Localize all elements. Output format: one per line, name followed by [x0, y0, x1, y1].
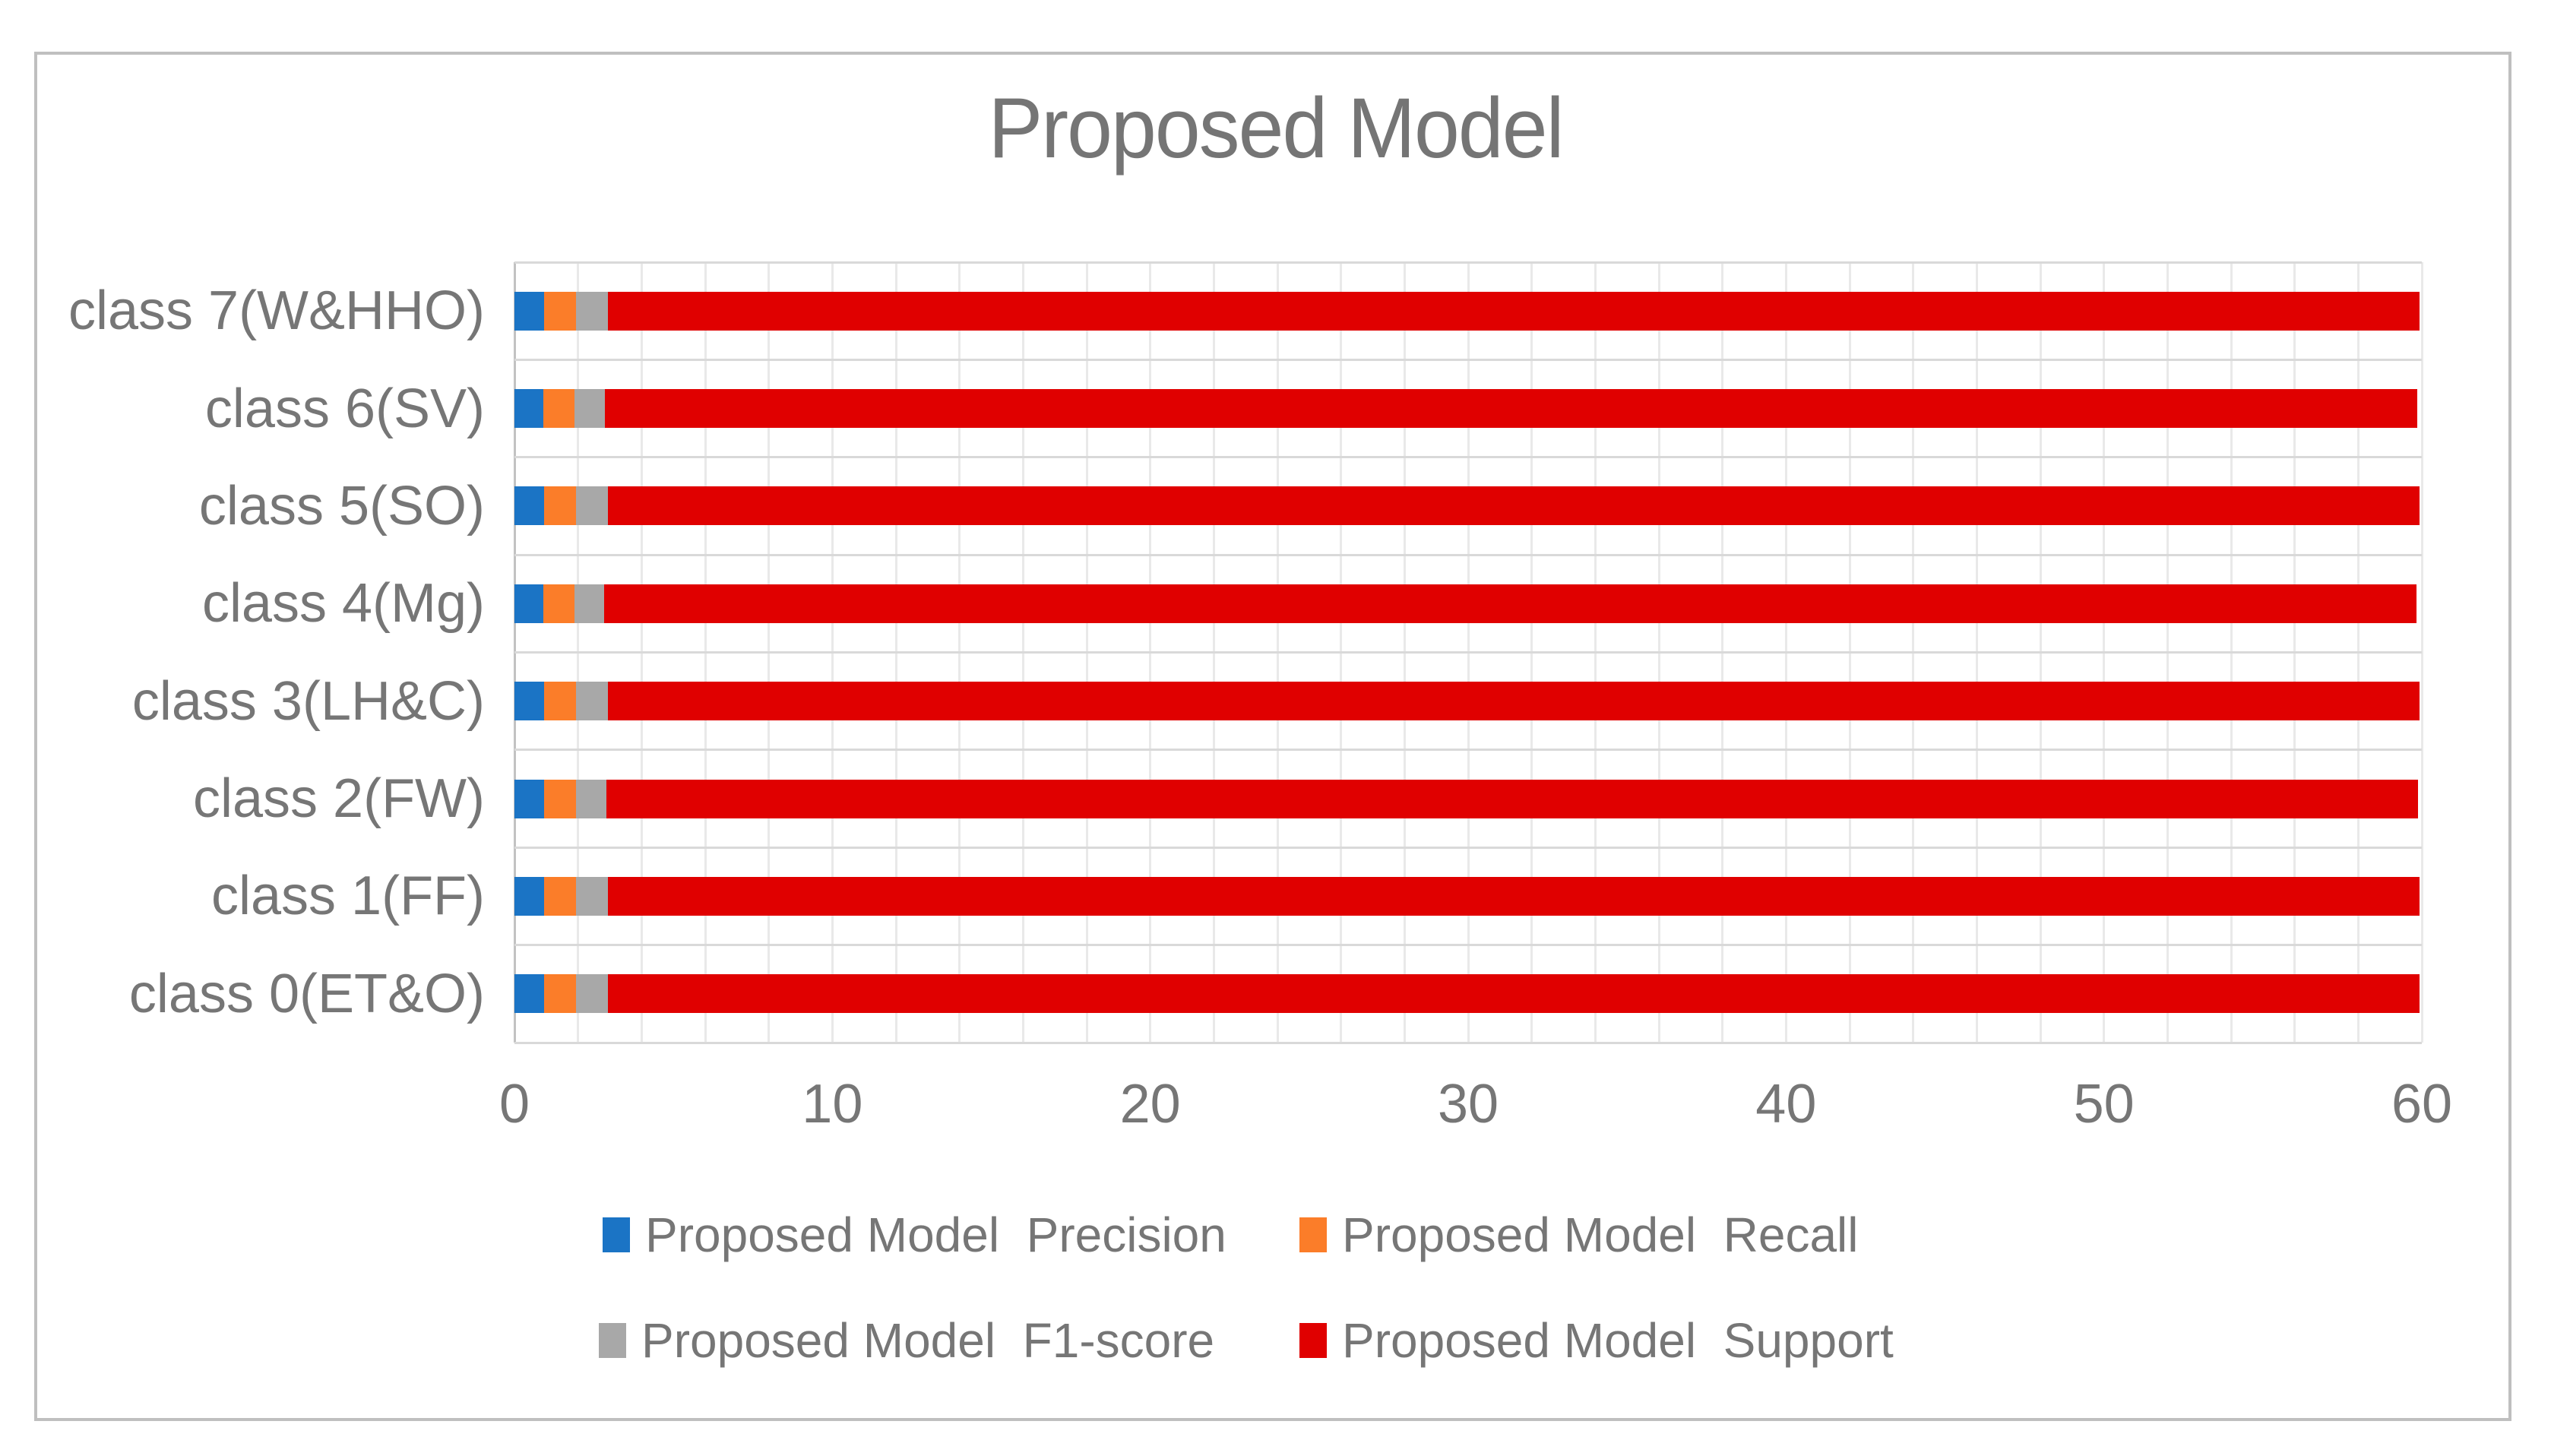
legend-item: Proposed Model Precision [603, 1207, 1226, 1263]
bar-segment-support [606, 779, 2419, 818]
category-label: class 5(SO) [198, 475, 485, 537]
plot-area [513, 261, 2423, 1044]
bar-segment-f1 [574, 584, 605, 623]
category-label: class 6(SV) [204, 378, 485, 439]
bar-segment-recall [543, 486, 576, 526]
bar-segment-f1 [575, 291, 608, 331]
legend-swatch-support [1299, 1323, 1327, 1358]
horizontal-gridline [514, 456, 2422, 459]
horizontal-gridline [514, 1041, 2422, 1044]
vertical-gridline [2420, 262, 2423, 1043]
legend-swatch-f1 [599, 1323, 626, 1358]
bar-segment-f1 [575, 876, 608, 916]
legend-item: Proposed Model Recall [1299, 1207, 1858, 1263]
category-label: class 2(FW) [193, 768, 485, 830]
bar-segment-f1 [574, 389, 606, 429]
bar-segment-precision [514, 682, 544, 721]
category-label: class 1(FF) [211, 866, 485, 927]
x-tick-label: 40 [1755, 1074, 1817, 1135]
x-tick-label: 50 [2073, 1074, 2135, 1135]
bar-segment-precision [514, 876, 544, 916]
horizontal-gridline [514, 749, 2422, 752]
category-label: class 3(LH&C) [131, 670, 485, 732]
x-tick-label: 0 [498, 1074, 530, 1135]
bar-segment-precision [514, 291, 544, 331]
bar-segment-support [607, 876, 2420, 916]
horizontal-gridline [514, 553, 2422, 556]
bar-segment-support [607, 682, 2420, 721]
legend-label: Proposed Model Support [1342, 1313, 1894, 1368]
bar-segment-precision [514, 974, 544, 1014]
category-label: class 4(Mg) [201, 573, 485, 635]
x-tick-label: 30 [1437, 1074, 1499, 1135]
bar-segment-recall [543, 974, 576, 1014]
legend-swatch-precision [603, 1217, 630, 1252]
legend-item: Proposed Model F1-score [599, 1312, 1214, 1369]
bar-segment-precision [514, 486, 544, 526]
bar-segment-recall [543, 682, 576, 721]
bar-segment-support [605, 389, 2417, 429]
bar-segment-support [607, 291, 2420, 331]
bar-segment-f1 [575, 486, 608, 526]
legend-item: Proposed Model Support [1299, 1312, 1894, 1369]
bar-segment-f1 [575, 779, 606, 818]
horizontal-gridline [514, 944, 2422, 947]
bar-segment-recall [543, 389, 575, 429]
bar-segment-support [607, 486, 2420, 526]
x-tick-label: 60 [2391, 1074, 2453, 1135]
bar-segment-recall [543, 584, 575, 623]
category-label: class 0(ET&O) [128, 963, 485, 1024]
x-tick-label: 20 [1119, 1074, 1181, 1135]
figure-border [34, 52, 2511, 1421]
bar-segment-recall [543, 876, 576, 916]
legend-swatch-recall [1299, 1217, 1327, 1252]
horizontal-gridline [514, 846, 2422, 849]
bar-segment-support [604, 584, 2416, 623]
bar-segment-precision [514, 779, 544, 818]
bar-segment-f1 [575, 974, 608, 1014]
bar-segment-recall [543, 779, 576, 818]
bar-segment-precision [514, 584, 544, 623]
bar-segment-support [607, 974, 2420, 1014]
legend-label: Proposed Model Recall [1342, 1208, 1859, 1262]
horizontal-gridline [514, 261, 2422, 264]
chart-title: Proposed Model [988, 81, 1564, 176]
bar-segment-recall [543, 291, 576, 331]
legend-label: Proposed Model F1-score [641, 1313, 1215, 1368]
bar-segment-f1 [575, 682, 608, 721]
horizontal-gridline [514, 651, 2422, 654]
bar-segment-precision [514, 389, 544, 429]
legend-label: Proposed Model Precision [645, 1208, 1226, 1262]
category-label: class 7(W&HHO) [68, 280, 485, 342]
horizontal-gridline [514, 358, 2422, 361]
x-tick-label: 10 [802, 1074, 863, 1135]
